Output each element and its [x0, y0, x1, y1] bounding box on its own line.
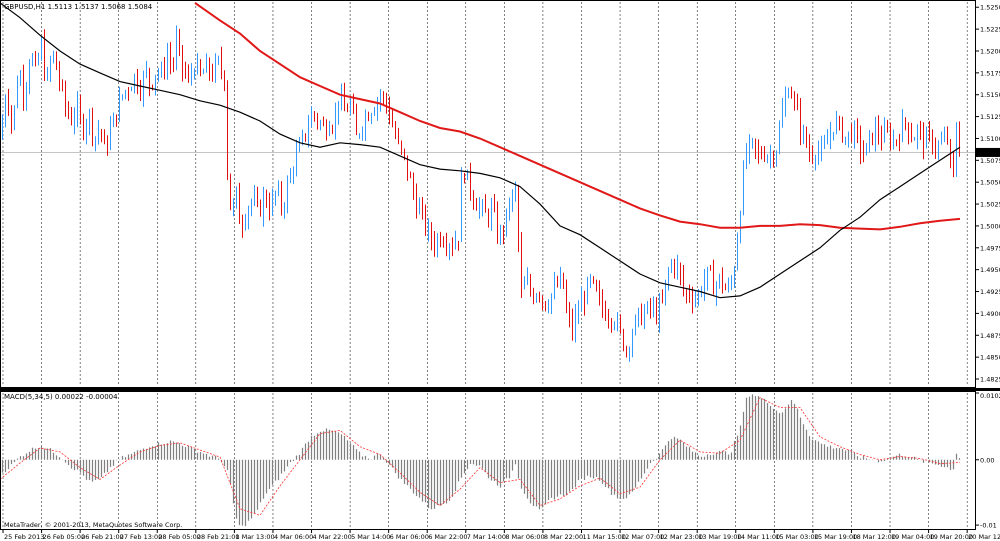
time-tick-label: 28 Feb 21:00 [197, 533, 240, 541]
time-tick-label: 11 Mar 15:00 [582, 533, 625, 541]
chart-header: GBPUSD,H1 1.5113 1.5137 1.5068 1.5084 [4, 3, 153, 11]
current-price-label: 1.5084 [978, 149, 1000, 157]
price-tick-label: 1.4900 [980, 310, 1000, 318]
macd-signal-line [0, 397, 961, 516]
time-tick-label: 18 Mar 12:00 [852, 533, 895, 541]
time-tick-label: 12 Mar 07:00 [621, 533, 664, 541]
time-tick-label: 4 Mar 06:00 [274, 533, 313, 541]
time-tick-label: 4 Mar 22:00 [313, 533, 352, 541]
moving-average-fast [0, 2, 961, 299]
price-tick-label: 1.5125 [980, 113, 1000, 121]
price-tick-label: 1.4950 [980, 266, 1000, 274]
price-tick-label: 1.5025 [980, 201, 1000, 209]
main-chart-frame [0, 0, 976, 388]
macd-pane-frame [0, 391, 976, 530]
time-tick-label: 27 Feb 13:00 [120, 533, 163, 541]
time-tick-label: 15 Mar 19:00 [814, 533, 857, 541]
price-tick-label: 1.5000 [980, 222, 1000, 230]
price-tick-label: 1.5225 [980, 26, 1000, 34]
time-tick-label: 6 Mar 06:00 [390, 533, 429, 541]
time-tick-label: 19 Mar 04:00 [891, 533, 934, 541]
time-tick-label: 15 Mar 03:00 [775, 533, 818, 541]
macd-header: MACD(5,34,5) 0.00022 -0.00004 [4, 393, 118, 401]
price-tick-label: 1.5100 [980, 135, 1000, 143]
time-tick-label: 26 Feb 21:00 [81, 533, 124, 541]
price-axis: 1.5250 1.5225 1.5200 1.5175 1.5150 1.5125 1.51… [975, 4, 1000, 384]
macd-tick-label: 0.01022 [980, 392, 1000, 400]
moving-average-slow [194, 2, 961, 231]
macd-axis: 0.01022 0.00 -0.01 [975, 392, 1000, 530]
time-tick-label: 7 Mar 14:00 [467, 533, 506, 541]
time-tick-label: 12 Mar 23:00 [660, 533, 703, 541]
price-tick-label: 1.5200 [980, 47, 1000, 55]
price-tick-label: 1.4975 [980, 244, 1000, 252]
price-tick-label: 1.5250 [980, 4, 1000, 12]
price-tick-label: 1.4925 [980, 288, 1000, 296]
price-tick-label: 1.5050 [980, 179, 1000, 187]
time-tick-label: 20 Mar 12:00 [968, 533, 1000, 541]
macd-tick-label: -0.01 [980, 522, 997, 530]
price-tick-label: 1.4825 [980, 376, 1000, 384]
time-tick-label: 1 Mar 13:00 [235, 533, 274, 541]
price-tick-label: 1.4850 [980, 354, 1000, 362]
price-tick-label: 1.5175 [980, 69, 1000, 77]
time-tick-label: 8 Mar 06:00 [505, 533, 544, 541]
time-tick-label: 26 Feb 05:00 [43, 533, 86, 541]
time-tick-label: 25 Feb 2013 [4, 533, 44, 541]
time-tick-label: 14 Mar 11:00 [737, 533, 780, 541]
vertical-grid [2, 2, 968, 529]
time-tick-label: 8 Mar 22:00 [544, 533, 583, 541]
time-tick-label: 19 Mar 20:00 [930, 533, 973, 541]
price-tick-label: 1.5150 [980, 91, 1000, 99]
copyright-text: MetaTrader, © 2001-2013, MetaQuotes Soft… [4, 521, 182, 529]
time-tick-label: 5 Mar 14:00 [351, 533, 390, 541]
price-candles [2, 25, 960, 362]
time-tick-label: 13 Mar 19:00 [698, 533, 741, 541]
time-tick-label: 6 Mar 22:00 [428, 533, 467, 541]
price-tick-label: 1.5075 [980, 157, 1000, 165]
current-price-marker [976, 147, 1000, 157]
macd-tick-label: 0.00 [980, 456, 994, 464]
price-tick-label: 1.4875 [980, 332, 1000, 340]
time-tick-label: 28 Feb 05:00 [158, 533, 201, 541]
